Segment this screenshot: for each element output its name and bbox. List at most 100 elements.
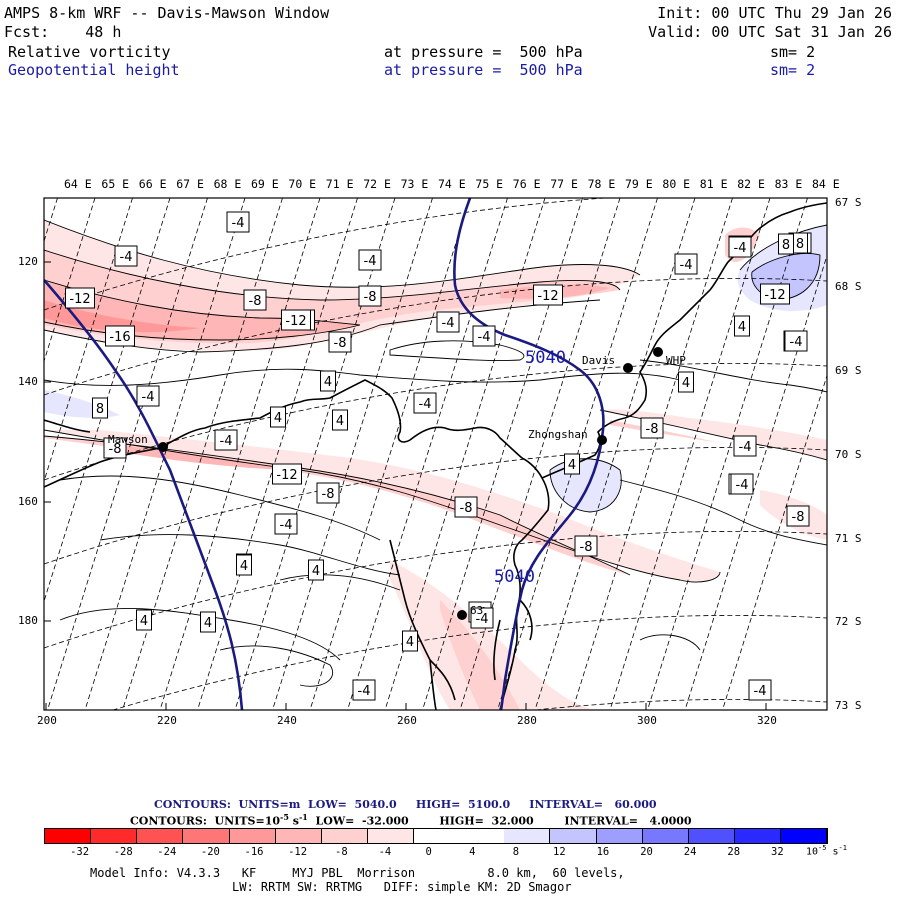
station-dot-63 bbox=[457, 610, 467, 620]
meridian-line bbox=[609, 198, 771, 710]
svg-text:4: 4 bbox=[324, 375, 332, 390]
latitude-label: 73 S bbox=[835, 699, 862, 712]
longitude-label: 71 E bbox=[325, 177, 354, 191]
color-scale-label: -8 bbox=[335, 846, 348, 858]
vorticity-contour-label: -12 bbox=[281, 309, 311, 331]
station-markers bbox=[158, 347, 663, 620]
station-label-mawson: Mawson bbox=[108, 433, 148, 446]
field-name-vorticity: Relative vorticity bbox=[8, 43, 171, 61]
station-dot-mawson bbox=[158, 442, 168, 452]
meridian-line bbox=[347, 198, 508, 710]
x-tick-label: 240 bbox=[277, 714, 297, 727]
meridian-line bbox=[459, 198, 621, 710]
parallel-line bbox=[532, 699, 827, 710]
x-tick-label: 220 bbox=[157, 714, 177, 727]
svg-text:-4: -4 bbox=[739, 440, 752, 455]
longitude-label: 82 E bbox=[737, 177, 765, 191]
station-label-whp: WHP bbox=[666, 354, 686, 367]
color-swatch bbox=[550, 829, 597, 843]
meridian-line bbox=[309, 198, 471, 710]
svg-text:-4: -4 bbox=[754, 684, 767, 699]
color-swatch bbox=[183, 829, 230, 843]
svg-text:4: 4 bbox=[140, 614, 148, 629]
vorticity-contour-label: -4 bbox=[358, 249, 382, 271]
svg-text:-12: -12 bbox=[537, 289, 558, 304]
vorticity-contour-label: -4 bbox=[728, 236, 752, 258]
svg-text:-8: -8 bbox=[322, 487, 335, 502]
vorticity-contour-label: 4 bbox=[564, 453, 580, 475]
longitude-label: 78 E bbox=[587, 177, 616, 191]
station-dot-davis bbox=[623, 363, 633, 373]
svg-text:4: 4 bbox=[738, 320, 746, 335]
color-scale-label: 20 bbox=[640, 846, 653, 858]
svg-text:-4: -4 bbox=[142, 390, 155, 405]
meridian-line bbox=[44, 198, 171, 603]
longitude-label: 73 E bbox=[400, 177, 429, 191]
svg-text:4: 4 bbox=[312, 564, 320, 579]
svg-text:-8: -8 bbox=[580, 540, 593, 555]
color-scale-label: -12 bbox=[288, 846, 308, 858]
color-scale-label: 8 bbox=[512, 846, 520, 858]
meridian-line bbox=[572, 198, 733, 710]
vorticity-contour-label: -4 bbox=[436, 311, 460, 333]
color-swatch bbox=[734, 829, 781, 843]
longitude-label: 65 E bbox=[101, 177, 130, 191]
vorticity-contour-label: 8 bbox=[792, 232, 808, 254]
vorticity-contour-label: -4 bbox=[472, 325, 496, 347]
color-scale-label: 0 bbox=[425, 846, 432, 858]
map-title: AMPS 8-km WRF -- Davis-Mawson Window bbox=[4, 4, 330, 22]
vorticity-contour-label: -8 bbox=[243, 289, 267, 311]
color-scale-label: -4 bbox=[378, 846, 392, 858]
vorticity-contour-label: -4 bbox=[352, 679, 376, 701]
map-plot-area bbox=[0, 198, 827, 710]
svg-text:-12: -12 bbox=[764, 288, 785, 303]
station-label-63: 63 bbox=[470, 604, 484, 617]
vorticity-contour-label: -4 bbox=[214, 429, 238, 451]
vorticity-contour-label: -12 bbox=[65, 287, 95, 309]
svg-text:-16: -16 bbox=[109, 330, 130, 345]
x-tick-label: 280 bbox=[517, 714, 537, 727]
longitude-label: 69 E bbox=[251, 177, 279, 191]
height-contour-label: 5040 bbox=[494, 567, 535, 587]
color-scale-label: 12 bbox=[553, 846, 566, 858]
vorticity-contour-label: -12 bbox=[272, 463, 302, 485]
svg-text:-4: -4 bbox=[790, 335, 803, 350]
meridian-line bbox=[684, 254, 827, 710]
meridian-line bbox=[647, 198, 808, 710]
longitude-label: 70 E bbox=[288, 177, 317, 191]
svg-text:-8: -8 bbox=[364, 290, 377, 305]
coastline bbox=[44, 202, 827, 710]
color-scale-label: 16 bbox=[596, 846, 610, 858]
vorticity-contour-label: 4 bbox=[332, 409, 348, 431]
x-tick-label: 320 bbox=[757, 714, 777, 727]
svg-text:-4: -4 bbox=[358, 684, 371, 699]
svg-text:-8: -8 bbox=[460, 501, 473, 516]
svg-text:8: 8 bbox=[796, 237, 804, 252]
field-pressure-height: at pressure = 500 hPa bbox=[384, 61, 583, 79]
vorticity-contour-label: 4 bbox=[320, 370, 336, 392]
svg-text:-4: -4 bbox=[680, 258, 693, 273]
vorticity-contour-label: -4 bbox=[733, 435, 757, 457]
color-scale-label: 4 bbox=[469, 846, 476, 858]
axis-tick-marks bbox=[44, 261, 767, 710]
meridian-line bbox=[0, 198, 20, 710]
color-scale-label: -20 bbox=[200, 846, 220, 858]
vorticity-contour-label: -12 bbox=[760, 283, 790, 305]
map-frame bbox=[43, 197, 828, 711]
longitude-label: 84 E bbox=[812, 177, 840, 191]
vorticity-contour-label: 4 bbox=[402, 630, 418, 652]
latitude-label: 67 S bbox=[835, 196, 862, 209]
meridian-line bbox=[84, 198, 246, 710]
svg-text:4: 4 bbox=[274, 411, 282, 426]
vorticity-contour-label: -4 bbox=[784, 330, 808, 352]
vorticity-contour-label: 4 bbox=[678, 371, 694, 393]
height-contour-info: CONTOURS: UNITS=m LOW= 5040.0 HIGH= 5100… bbox=[154, 798, 657, 811]
station-label-zhongshan: Zhongshan bbox=[528, 428, 588, 441]
field-smoothing-vorticity: sm= 2 bbox=[770, 43, 816, 61]
svg-text:-12: -12 bbox=[285, 314, 306, 329]
color-swatch bbox=[137, 829, 184, 843]
svg-text:-8: -8 bbox=[792, 510, 805, 525]
svg-text:4: 4 bbox=[406, 635, 414, 650]
svg-text:-8: -8 bbox=[334, 336, 347, 351]
